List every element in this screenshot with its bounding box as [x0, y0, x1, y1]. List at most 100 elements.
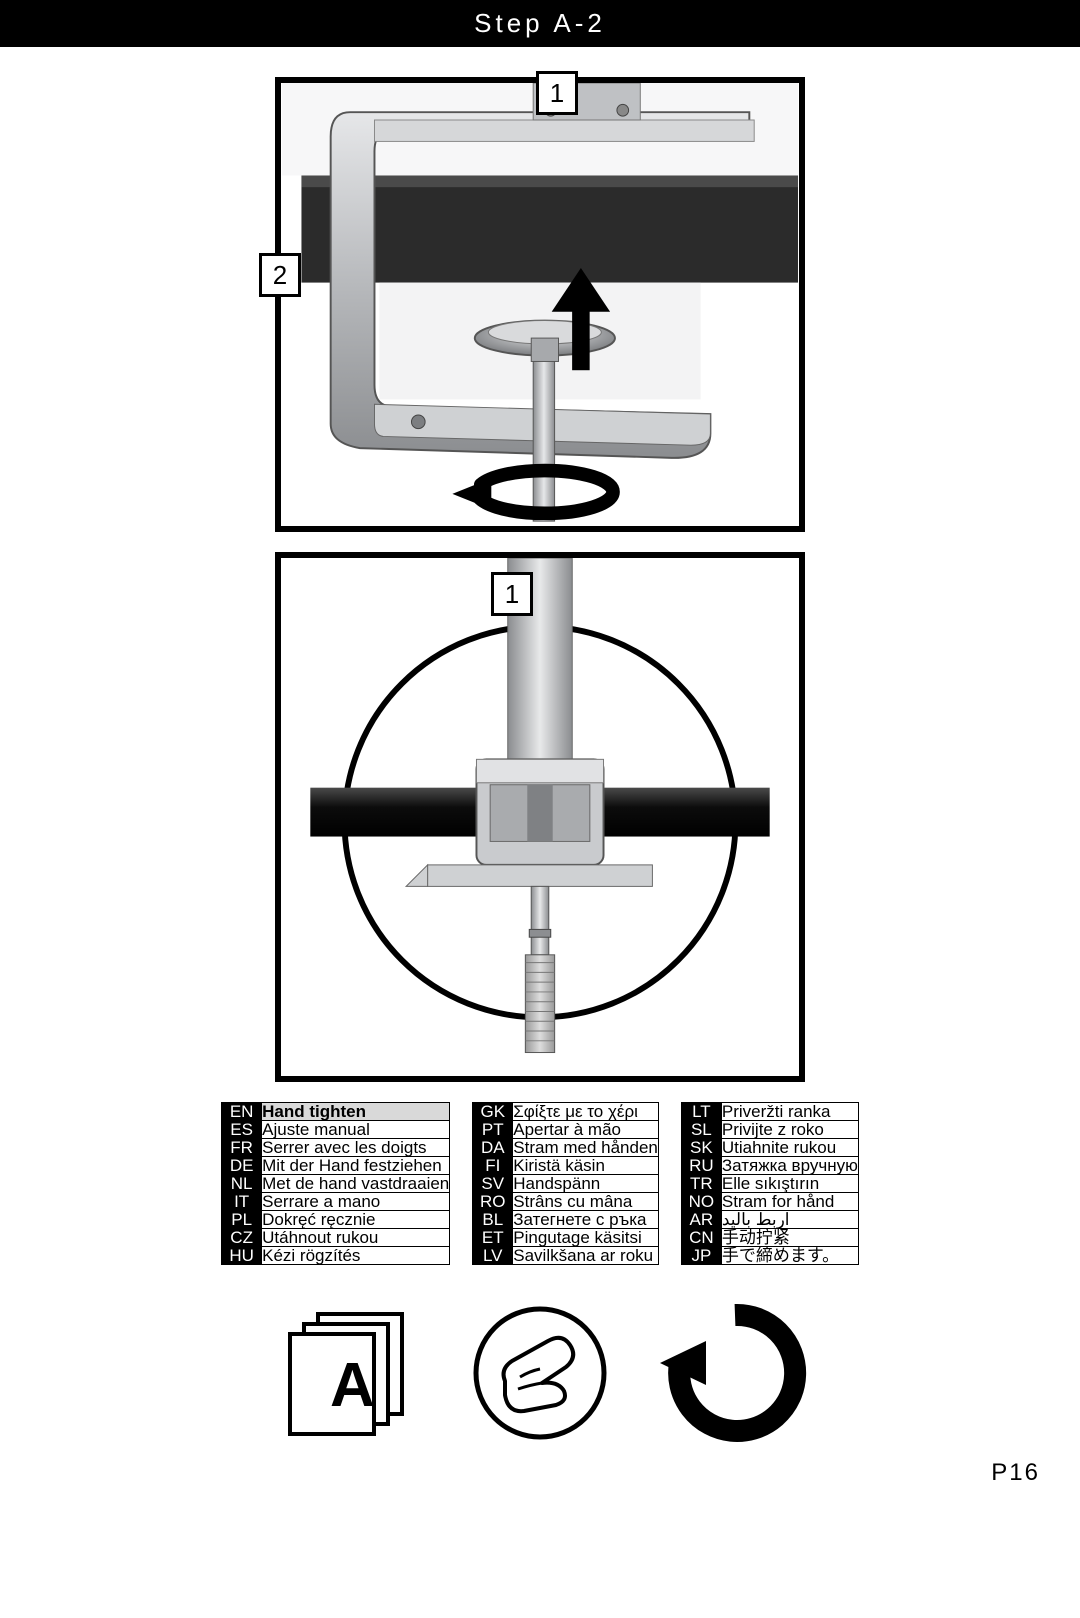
lang-row: JP手で締めます。 — [681, 1247, 858, 1265]
lang-row: DAStram med hånden — [473, 1139, 659, 1157]
lang-code: CZ — [222, 1229, 262, 1247]
lang-code: EN — [222, 1103, 262, 1121]
lang-row: SVHandspänn — [473, 1175, 659, 1193]
callout-1: 1 — [536, 71, 578, 115]
lang-code: ES — [222, 1121, 262, 1139]
lang-code: IT — [222, 1193, 262, 1211]
lang-text: Utáhnout rukou — [262, 1229, 450, 1247]
lang-code: NO — [681, 1193, 721, 1211]
lang-row: PTApertar à mão — [473, 1121, 659, 1139]
lang-code: CN — [681, 1229, 721, 1247]
lang-code: TR — [681, 1175, 721, 1193]
lang-row: RUЗатяжка вручную — [681, 1157, 858, 1175]
lang-row: CN手动拧紧 — [681, 1229, 858, 1247]
lang-row: SKUtiahnite rukou — [681, 1139, 858, 1157]
lang-code: RO — [473, 1193, 513, 1211]
lang-text: اربط باليد — [721, 1211, 858, 1229]
lang-text: Ajuste manual — [262, 1121, 450, 1139]
lang-code: LV — [473, 1247, 513, 1265]
step-header: Step A-2 — [0, 0, 1080, 47]
lang-row: DEMit der Hand festziehen — [222, 1157, 450, 1175]
lang-col-2: GKΣφίξτε με το χέριPTApertar à mãoDAStra… — [472, 1102, 659, 1265]
lang-text: Met de hand vastdraaien — [262, 1175, 450, 1193]
lang-code: HU — [222, 1247, 262, 1265]
lang-col-3: LTPriveržti rankaSLPrivijte z rokoSKUtia… — [681, 1102, 859, 1265]
callout-number: 1 — [550, 78, 564, 109]
lang-text: Затяжка вручную — [721, 1157, 858, 1175]
lang-text: Privijte z roko — [721, 1121, 858, 1139]
lang-text: Hand tighten — [262, 1103, 450, 1121]
lang-text: Savilkšana ar roku — [513, 1247, 659, 1265]
step-title: Step A-2 — [474, 8, 606, 38]
lang-code: SL — [681, 1121, 721, 1139]
lang-text: Priveržti ranka — [721, 1103, 858, 1121]
clamp-side-illustration — [281, 83, 799, 526]
lang-row: BLЗатегнете с ръка — [473, 1211, 659, 1229]
lang-code: FI — [473, 1157, 513, 1175]
lang-row: SLPrivijte z roko — [681, 1121, 858, 1139]
callout-2: 2 — [259, 253, 301, 297]
lang-code: NL — [222, 1175, 262, 1193]
lang-code: BL — [473, 1211, 513, 1229]
lang-text: Kézi rögzítés — [262, 1247, 450, 1265]
lang-row: GKΣφίξτε με το χέρι — [473, 1103, 659, 1121]
lang-row: TRElle sıkıştırın — [681, 1175, 858, 1193]
lang-text: Strâns cu mâna — [513, 1193, 659, 1211]
lang-text: Pingutage käsitsi — [513, 1229, 659, 1247]
lang-code: ET — [473, 1229, 513, 1247]
lang-code: PL — [222, 1211, 262, 1229]
figures: 1 2 — [0, 47, 1080, 1092]
callout-1b: 1 — [491, 572, 533, 616]
page-number-text: P16 — [991, 1459, 1040, 1486]
lang-code: DE — [222, 1157, 262, 1175]
lang-row: FRSerrer avec les doigts — [222, 1139, 450, 1157]
lang-text: Handspänn — [513, 1175, 659, 1193]
lang-code: LT — [681, 1103, 721, 1121]
lang-text: Elle sıkıştırın — [721, 1175, 858, 1193]
lang-code: GK — [473, 1103, 513, 1121]
lang-row: ETPingutage käsitsi — [473, 1229, 659, 1247]
lang-code: DA — [473, 1139, 513, 1157]
lang-text: 手动拧紧 — [721, 1229, 858, 1247]
lang-row: ENHand tighten — [222, 1103, 450, 1121]
lang-row: ESAjuste manual — [222, 1121, 450, 1139]
lang-text: Σφίξτε με το χέρι — [513, 1103, 659, 1121]
lang-code: AR — [681, 1211, 721, 1229]
lang-row: ROStrâns cu mâna — [473, 1193, 659, 1211]
lang-text: Serrer avec les doigts — [262, 1139, 450, 1157]
figure-bottom: 1 — [275, 552, 805, 1082]
lang-text: Apertar à mão — [513, 1121, 659, 1139]
lang-code: SV — [473, 1175, 513, 1193]
page-number: P16 — [0, 1453, 1080, 1507]
lang-code: PT — [473, 1121, 513, 1139]
lang-row: LVSavilkšana ar roku — [473, 1247, 659, 1265]
clamp-front-illustration — [281, 558, 799, 1076]
lang-text: Затегнете с ръка — [513, 1211, 659, 1229]
lang-text: Kiristä käsin — [513, 1157, 659, 1175]
lang-row: FIKiristä käsin — [473, 1157, 659, 1175]
lang-text: Serrare a mano — [262, 1193, 450, 1211]
lang-code: RU — [681, 1157, 721, 1175]
callout-number: 2 — [273, 260, 287, 291]
pages-a-icon: A — [270, 1308, 420, 1438]
pages-label: A — [330, 1351, 375, 1420]
lang-text: Mit der Hand festziehen — [262, 1157, 450, 1175]
callout-number: 1 — [505, 579, 519, 610]
bottom-icons-row: A — [0, 1283, 1080, 1453]
lang-text: Dokręć ręcznie — [262, 1211, 450, 1229]
lang-row: LTPriveržti ranka — [681, 1103, 858, 1121]
lang-code: FR — [222, 1139, 262, 1157]
translation-table: ENHand tightenESAjuste manualFRSerrer av… — [0, 1092, 1080, 1283]
lang-row: HUKézi rögzítés — [222, 1247, 450, 1265]
lang-row: CZUtáhnout rukou — [222, 1229, 450, 1247]
lang-row: ITSerrare a mano — [222, 1193, 450, 1211]
lang-text: Stram for hånd — [721, 1193, 858, 1211]
lang-row: NOStram for hånd — [681, 1193, 858, 1211]
lang-code: SK — [681, 1139, 721, 1157]
lang-col-1: ENHand tightenESAjuste manualFRSerrer av… — [221, 1102, 450, 1265]
lang-text: 手で締めます。 — [721, 1247, 858, 1265]
figure-top: 1 2 — [275, 77, 805, 532]
lang-code: JP — [681, 1247, 721, 1265]
lang-row: ARاربط باليد — [681, 1211, 858, 1229]
lang-row: PLDokręć ręcznie — [222, 1211, 450, 1229]
